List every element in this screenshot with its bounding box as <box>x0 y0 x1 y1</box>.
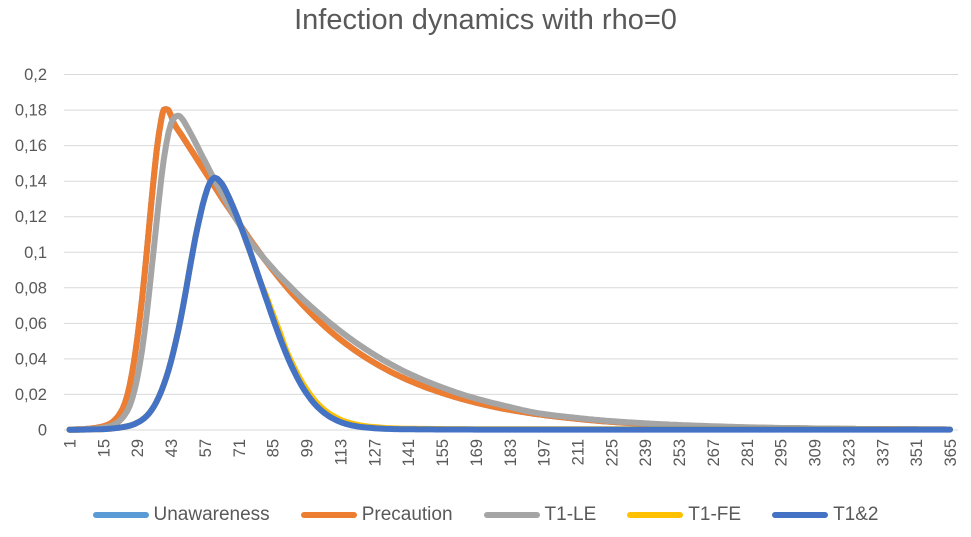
x-axis-label: 351 <box>908 439 926 467</box>
x-axis-label: 337 <box>874 439 892 467</box>
chart-title: Infection dynamics with rho=0 <box>294 4 677 36</box>
x-axis-label: 365 <box>942 439 960 467</box>
x-axis-label: 15 <box>95 439 113 457</box>
y-axis-label: 0,02 <box>15 386 47 404</box>
x-axis-label: 127 <box>366 439 384 467</box>
legend-item-Unawareness: Unawareness <box>92 504 270 526</box>
x-axis-label: 253 <box>671 439 689 467</box>
legend-label: T1&2 <box>833 504 879 525</box>
x-axis-label: 57 <box>197 439 215 457</box>
y-axis-label: 0,04 <box>15 350 47 368</box>
x-axis-label: 85 <box>265 439 283 457</box>
x-axis-label: 141 <box>400 439 418 467</box>
legend-swatch-icon <box>300 512 357 518</box>
x-axis-label: 169 <box>468 439 486 467</box>
x-axis-label: 155 <box>434 439 452 467</box>
x-axis-label: 113 <box>332 439 350 465</box>
legend-label: Precaution <box>361 504 453 525</box>
y-axis-label: 0,08 <box>15 279 47 297</box>
legend-swatch-icon <box>92 512 149 518</box>
y-axis-label: 0,1 <box>24 244 47 262</box>
x-axis-label: 183 <box>502 439 520 467</box>
x-axis-label: 211 <box>570 439 588 465</box>
legend-label: T1-FE <box>688 504 742 525</box>
legend-item-T1-LE: T1-LE <box>483 504 597 526</box>
legend-swatch-icon <box>483 512 540 518</box>
x-axis-label: 29 <box>129 439 147 457</box>
legend-label: T1-LE <box>544 504 597 525</box>
x-axis-label: 197 <box>536 439 554 467</box>
legend-label: Unawareness <box>153 504 270 525</box>
legend-item-T1-FE: T1-FE <box>627 504 741 526</box>
y-axis-label: 0,2 <box>24 66 47 84</box>
y-axis-label: 0 <box>38 422 47 440</box>
series-line-T1&2 <box>66 174 953 433</box>
x-axis-label: 281 <box>739 439 757 467</box>
y-axis-label: 0,14 <box>15 173 47 191</box>
x-axis-label: 71 <box>231 439 249 457</box>
legend-swatch-icon <box>772 512 829 518</box>
x-axis-label: 267 <box>705 439 723 467</box>
legend-item-Precaution: Precaution <box>300 504 453 526</box>
x-axis-label: 43 <box>163 439 181 457</box>
x-axis-label: 99 <box>299 439 317 457</box>
y-axis-label: 0,18 <box>15 102 47 120</box>
legend-item-T1&2: T1&2 <box>772 504 878 526</box>
x-axis-label: 323 <box>840 439 858 467</box>
x-axis-label: 239 <box>637 439 655 467</box>
x-axis-label: 295 <box>773 439 791 467</box>
y-axis-label: 0,16 <box>15 137 47 155</box>
x-axis-label: 225 <box>603 439 621 467</box>
y-axis-label: 0,12 <box>15 208 47 226</box>
x-axis-label: 1 <box>62 439 80 448</box>
legend: Unawareness Precaution T1-LE T1-FE T1&2 <box>0 502 971 528</box>
x-axis-label: 309 <box>807 439 825 467</box>
legend-swatch-icon <box>627 512 684 518</box>
y-axis-label: 0,06 <box>15 315 47 333</box>
